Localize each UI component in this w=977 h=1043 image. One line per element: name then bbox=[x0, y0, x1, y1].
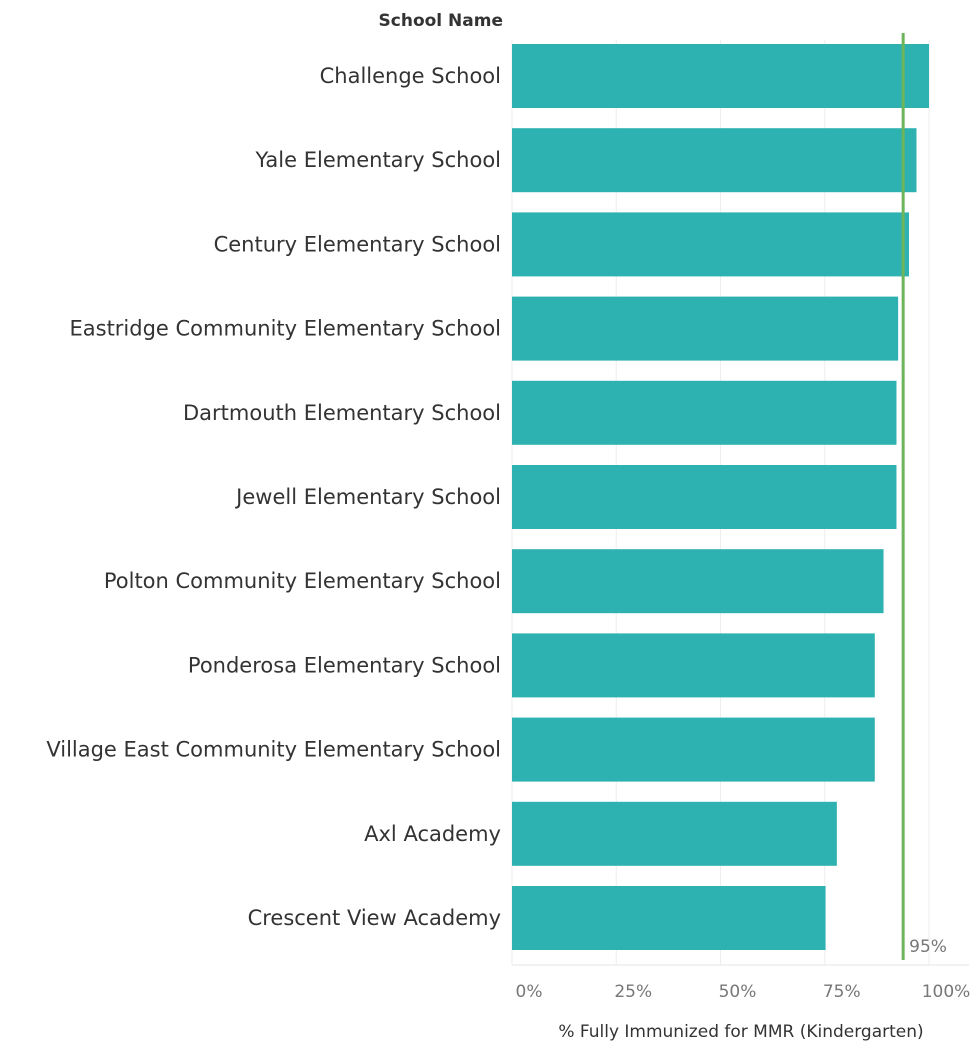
category-label: Ponderosa Elementary School bbox=[188, 653, 501, 677]
category-label: Century Elementary School bbox=[214, 232, 501, 256]
category-label: Polton Community Elementary School bbox=[104, 569, 501, 593]
bars bbox=[512, 44, 929, 950]
x-tick-label: 75% bbox=[823, 982, 861, 1002]
bar bbox=[512, 44, 929, 108]
reference-line-label: 95% bbox=[909, 937, 947, 957]
x-axis-ticks: 0% 25% 50% 75% 100% bbox=[516, 982, 971, 1002]
bar bbox=[512, 717, 875, 782]
category-labels: Challenge School Yale Elementary School Ce… bbox=[46, 64, 501, 930]
bar bbox=[512, 801, 837, 866]
bar bbox=[512, 886, 826, 950]
bar bbox=[512, 549, 884, 614]
category-label: Axl Academy bbox=[364, 822, 501, 846]
x-tick-label: 25% bbox=[614, 982, 652, 1002]
x-tick-label: 100% bbox=[922, 982, 971, 1002]
bar bbox=[512, 380, 897, 445]
bar bbox=[512, 212, 909, 277]
category-label: Dartmouth Elementary School bbox=[183, 401, 501, 425]
bar bbox=[512, 296, 899, 361]
category-label: Eastridge Community Elementary School bbox=[69, 317, 501, 341]
reference-line-group: 95% bbox=[901, 33, 947, 960]
row-header: School Name bbox=[379, 11, 503, 31]
category-label: Jewell Elementary School bbox=[234, 485, 501, 509]
x-tick-label: 0% bbox=[516, 982, 543, 1002]
bar bbox=[512, 128, 917, 193]
category-label: Village East Community Elementary School bbox=[46, 738, 501, 762]
category-label: Challenge School bbox=[320, 64, 501, 88]
x-tick-label: 50% bbox=[719, 982, 757, 1002]
bar bbox=[512, 465, 897, 529]
category-label: Yale Elementary School bbox=[255, 148, 502, 172]
category-label: Crescent View Academy bbox=[248, 906, 501, 930]
bar bbox=[512, 633, 875, 698]
x-axis-title: % Fully Immunized for MMR (Kindergarten) bbox=[558, 1022, 923, 1042]
